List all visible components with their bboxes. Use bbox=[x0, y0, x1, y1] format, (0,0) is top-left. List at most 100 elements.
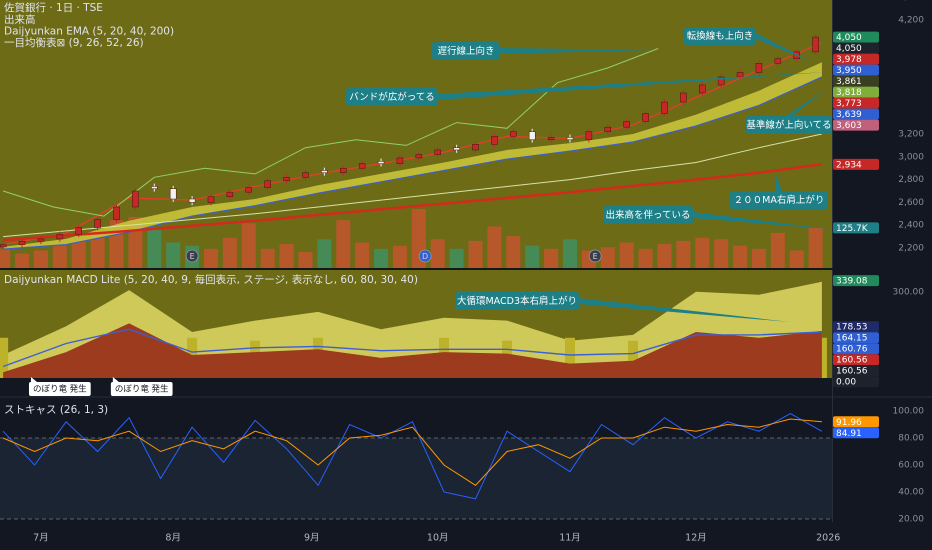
annotation-box bbox=[684, 27, 756, 45]
volume-bar bbox=[600, 247, 615, 268]
y-tick-label: 4,400 bbox=[898, 0, 924, 3]
volume-bar bbox=[0, 248, 11, 268]
signal-tail bbox=[30, 377, 37, 382]
volume-bar bbox=[676, 240, 691, 268]
event-marker bbox=[418, 249, 432, 263]
bar bbox=[627, 340, 638, 378]
annotation-text: ２００MA右肩上がり bbox=[734, 194, 825, 206]
y-tick-label: 3,200 bbox=[898, 130, 924, 140]
annotation-box bbox=[455, 292, 579, 310]
event-marker-label: E bbox=[190, 252, 195, 261]
candle-body bbox=[0, 244, 7, 248]
y-tick-label: 2,600 bbox=[898, 198, 924, 208]
volume-bar bbox=[279, 244, 294, 268]
price-tag-label: 91.96 bbox=[836, 418, 862, 428]
volume-bar bbox=[638, 248, 653, 268]
annotation-arrow bbox=[579, 298, 790, 322]
price-tag bbox=[833, 31, 879, 43]
signal-box bbox=[110, 382, 173, 396]
x-tick-label: 9月 bbox=[304, 533, 320, 544]
x-tick-label: 11月 bbox=[559, 533, 581, 544]
y-tick-label: 80.00 bbox=[898, 433, 924, 443]
price-tag bbox=[833, 365, 879, 377]
signal-box bbox=[28, 382, 91, 396]
price-tag-label: 3,603 bbox=[836, 121, 862, 131]
volume-bar bbox=[222, 237, 237, 268]
price-tag bbox=[833, 158, 879, 170]
candle-body bbox=[642, 113, 649, 122]
line bbox=[2, 328, 822, 368]
line bbox=[2, 418, 822, 486]
price-tag-label: 178.53 bbox=[836, 323, 868, 333]
volume-bar bbox=[147, 229, 162, 268]
price-tag bbox=[833, 343, 879, 355]
area bbox=[3, 323, 822, 378]
candle-body bbox=[151, 186, 158, 189]
price-tag-label: 0.00 bbox=[836, 378, 856, 388]
candle-body bbox=[226, 191, 234, 197]
candle-body bbox=[283, 177, 290, 182]
signal-label: のぼり竜 発生 bbox=[33, 384, 87, 395]
y-tick-label: 3,000 bbox=[898, 152, 924, 162]
volume-bar bbox=[15, 253, 30, 268]
volume-bar bbox=[241, 223, 256, 268]
candle-body bbox=[680, 92, 687, 103]
candle-body bbox=[604, 126, 612, 132]
price-tag-label: 160.56 bbox=[836, 367, 868, 377]
annotation-box bbox=[432, 42, 500, 60]
price-tag bbox=[833, 119, 879, 131]
price-tag bbox=[833, 354, 879, 366]
price-tag bbox=[833, 86, 879, 98]
price-tag bbox=[833, 427, 879, 439]
candle-body bbox=[812, 36, 819, 53]
candle-body bbox=[56, 234, 64, 240]
y-tick-label: 20.00 bbox=[898, 515, 924, 525]
volume-bar bbox=[260, 248, 275, 268]
candle-body bbox=[736, 72, 744, 78]
volume-bar bbox=[374, 248, 389, 268]
annotation-text: 基準線が上向いてる bbox=[746, 119, 831, 131]
y-tick-label: 2,400 bbox=[898, 221, 924, 231]
candle-body bbox=[415, 154, 423, 159]
price-tag bbox=[833, 376, 879, 388]
candle-body bbox=[510, 131, 517, 137]
candle-body bbox=[453, 147, 460, 151]
candle-body bbox=[661, 101, 668, 114]
y-tick-label: 2,200 bbox=[898, 244, 924, 254]
y-tick-label: 2,800 bbox=[898, 175, 924, 185]
y-tick-label: 60.00 bbox=[898, 460, 924, 470]
price-tag-label: 160.56 bbox=[836, 356, 868, 366]
annotation-text: 遅行線上向き bbox=[437, 45, 494, 57]
volume-bar bbox=[468, 240, 483, 268]
price-tag-label: 4,050 bbox=[836, 33, 862, 43]
annotation-box bbox=[346, 88, 438, 106]
annotation-text: 転換線も上向き bbox=[687, 30, 754, 42]
candle-body bbox=[113, 206, 120, 220]
volume-bar bbox=[808, 227, 823, 268]
price-tag bbox=[833, 97, 879, 109]
volume-bar bbox=[562, 239, 577, 268]
volume-bar bbox=[751, 248, 766, 268]
annotation-arrow bbox=[438, 72, 826, 100]
volume-bar bbox=[449, 248, 464, 268]
annotation-arrow bbox=[786, 88, 828, 116]
candle-body bbox=[207, 196, 215, 203]
event-marker bbox=[185, 249, 199, 263]
candle-body bbox=[547, 137, 555, 140]
volume-bar bbox=[525, 245, 540, 268]
price-tag bbox=[833, 108, 879, 120]
candle-body bbox=[18, 240, 26, 245]
candle-body bbox=[699, 84, 706, 94]
volume-bar bbox=[392, 245, 407, 268]
price-tag-label: 2,934 bbox=[836, 160, 862, 170]
x-tick-label: 12月 bbox=[685, 533, 707, 544]
y-tick-label: 40.00 bbox=[898, 488, 924, 498]
volume-bar bbox=[317, 239, 332, 268]
volume-bar bbox=[657, 244, 672, 268]
volume-bar bbox=[52, 245, 67, 268]
annotation-text: 大循環MACD3本右肩上がり bbox=[457, 295, 577, 307]
volume-bar bbox=[733, 245, 748, 268]
candle-body bbox=[245, 187, 253, 193]
